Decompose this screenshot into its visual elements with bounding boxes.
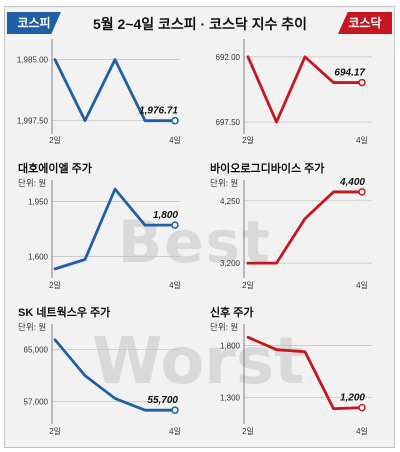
y-tick-label: 65,000	[24, 346, 49, 355]
series-line	[246, 55, 364, 124]
end-point	[171, 116, 179, 125]
value-label: 1,200	[340, 393, 365, 404]
y-tick-label: 1,600	[28, 252, 49, 261]
y-tick-label: 1,985.00	[17, 56, 49, 65]
main-title: 5월 2~4일 코스피 · 코스닥 지수 추이	[92, 16, 308, 32]
y-tick-label: 57,000	[24, 398, 49, 407]
value-label: 1,976.71	[139, 106, 178, 117]
value-label: 1,800	[153, 210, 178, 221]
series-line	[53, 58, 177, 123]
series-line	[246, 190, 364, 265]
value-label: 694.17	[334, 68, 365, 79]
end-point	[358, 188, 366, 196]
panel-title: 바이오로그디바이스 주가	[210, 161, 324, 175]
x-tick-label: 4일	[356, 427, 368, 436]
x-tick-label: 4일	[356, 136, 368, 145]
kosdaq-tag: 코스닥	[338, 12, 392, 34]
y-tick-label: 4,250	[220, 197, 241, 206]
panel-title: 신후 주가	[210, 305, 254, 319]
x-tick-label: 4일	[169, 136, 181, 145]
end-point	[171, 406, 179, 414]
unit-label: 단위: 원	[18, 322, 46, 332]
x-tick-label: 4일	[356, 281, 368, 290]
end-point	[358, 403, 366, 412]
y-tick-label: 1,997.50	[17, 117, 49, 126]
y-tick-label: 692.00	[216, 53, 241, 62]
x-tick-label: 2일	[49, 281, 61, 290]
series-line	[53, 338, 177, 412]
x-tick-label: 2일	[242, 136, 254, 145]
x-tick-label: 2일	[242, 281, 254, 290]
x-tick-label: 4일	[169, 427, 181, 436]
series-line	[246, 335, 364, 411]
x-tick-label: 4일	[169, 281, 181, 290]
series-line	[53, 187, 177, 271]
y-tick-label: 1,800	[220, 342, 241, 351]
y-tick-label: 1,950	[28, 198, 49, 207]
panel-title: SK 네트웍스우 주가	[18, 305, 110, 319]
x-tick-label: 2일	[49, 136, 61, 145]
x-tick-label: 2일	[49, 427, 61, 436]
end-point	[358, 78, 366, 87]
kospi-tag: 코스피	[7, 12, 61, 34]
x-tick-label: 2일	[242, 427, 254, 436]
value-label: 55,700	[147, 395, 178, 406]
value-label: 4,400	[339, 177, 365, 188]
y-tick-label: 1,300	[220, 393, 241, 402]
unit-label: 단위: 원	[18, 178, 46, 188]
end-point	[171, 221, 179, 229]
panel-title: 대호에이엘 주가	[18, 161, 92, 175]
unit-label: 단위: 원	[210, 322, 238, 332]
y-tick-label: 3,200	[220, 259, 241, 268]
y-tick-label: 697.50	[216, 118, 241, 127]
unit-label: 단위: 원	[210, 178, 238, 188]
